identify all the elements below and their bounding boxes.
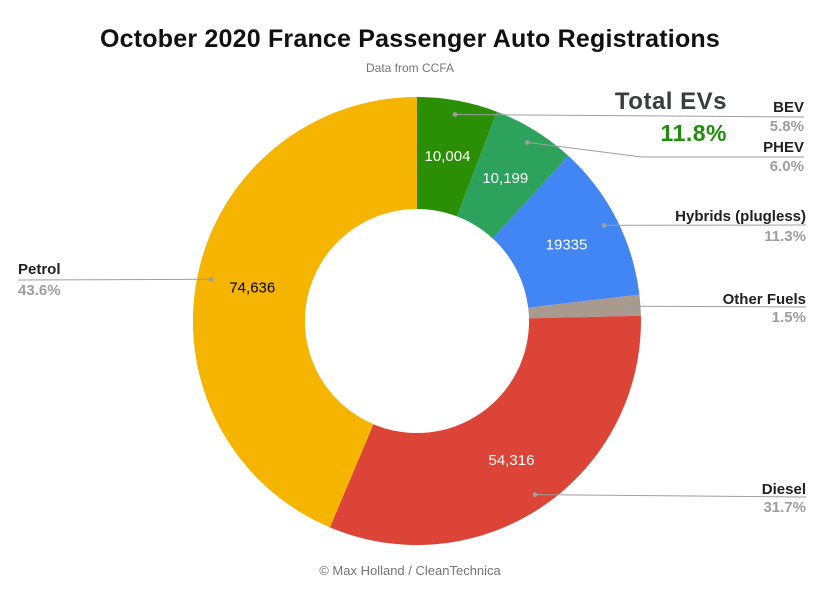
callout-pct-diesel: 31.7%	[763, 499, 806, 516]
leader-line-bev	[455, 114, 805, 118]
callout-pct-hybrids-plugless: 11.3%	[764, 228, 806, 245]
chart-title: October 2020 France Passenger Auto Regis…	[100, 25, 720, 53]
slice-diesel	[329, 315, 641, 546]
callout-pct-other-fuels: 1.5%	[772, 309, 806, 326]
leader-dot-other-fuels	[624, 303, 629, 309]
leader-line-petrol	[17, 278, 212, 281]
slice-value-phev: 10,199	[482, 170, 528, 187]
callout-label-phev: PHEV	[763, 139, 804, 156]
slice-value-bev: 10,004	[425, 148, 471, 165]
attribution: © Max Holland / CleanTechnica	[319, 563, 501, 578]
leader-dot-diesel	[532, 492, 538, 497]
callout-pct-bev: 5.8%	[770, 118, 804, 135]
leader-dot-petrol	[208, 276, 214, 282]
slice-value-petrol: 74,636	[229, 280, 275, 297]
slice-hybrids-plugless	[492, 155, 640, 308]
total-evs-value: 11.8%	[660, 120, 727, 146]
leader-dot-phev	[525, 140, 530, 145]
slice-petrol	[192, 96, 417, 528]
callout-label-other-fuels: Other Fuels	[723, 291, 806, 308]
callout-label-hybrids-plugless: Hybrids (plugless)	[675, 208, 806, 225]
total-evs-label: Total EVs	[614, 88, 727, 115]
callout-label-bev: BEV	[773, 99, 804, 116]
slice-bev	[417, 96, 497, 217]
leader-dot-hybrids-plugless	[601, 222, 607, 228]
chart-subtitle: Data from CCFA	[365, 61, 455, 75]
total-evs-annotation: Total EVs 11.8%	[615, 90, 727, 145]
callout-pct-phev: 6.0%	[770, 158, 804, 175]
slice-other-fuels	[528, 294, 641, 319]
slice-value-hybrids-plugless: 19335	[546, 236, 588, 253]
slice-value-diesel: 54,316	[489, 452, 535, 469]
callout-label-diesel: Diesel	[762, 481, 806, 498]
callout-pct-petrol: 43.6%	[18, 282, 61, 299]
leader-dot-bev	[452, 112, 458, 117]
leader-line-phev	[527, 141, 804, 158]
leader-line-diesel	[535, 494, 807, 498]
leader-line-other-fuels	[626, 305, 807, 308]
callout-label-petrol: Petrol	[18, 261, 61, 278]
slice-phev	[457, 111, 569, 239]
